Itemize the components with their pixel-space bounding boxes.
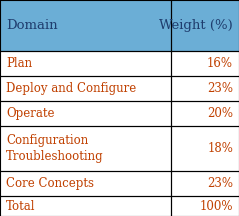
Bar [0, 171, 171, 197]
Text: Deploy and Configure: Deploy and Configure [6, 82, 136, 95]
Text: 100%: 100% [200, 200, 233, 213]
Bar [0, 51, 171, 76]
Bar [171, 171, 239, 197]
Text: 18%: 18% [207, 142, 233, 155]
Bar [171, 126, 239, 171]
Bar [0, 76, 171, 101]
Text: Domain: Domain [6, 19, 58, 32]
Bar [171, 76, 239, 101]
Text: 20%: 20% [207, 107, 233, 120]
Text: Weight (%): Weight (%) [159, 19, 233, 32]
Bar [171, 51, 239, 76]
Text: 23%: 23% [207, 82, 233, 95]
Text: 23%: 23% [207, 177, 233, 190]
Bar [171, 0, 239, 51]
Bar [0, 101, 171, 126]
Text: 16%: 16% [207, 57, 233, 70]
Bar [0, 126, 171, 171]
Bar [0, 197, 171, 216]
Text: Operate: Operate [6, 107, 54, 120]
Text: Plan: Plan [6, 57, 32, 70]
Text: Core Concepts: Core Concepts [6, 177, 94, 190]
Text: Configuration
Troubleshooting: Configuration Troubleshooting [6, 134, 103, 163]
Text: Total: Total [6, 200, 35, 213]
Bar [0, 0, 171, 51]
Bar [171, 101, 239, 126]
Bar [171, 197, 239, 216]
